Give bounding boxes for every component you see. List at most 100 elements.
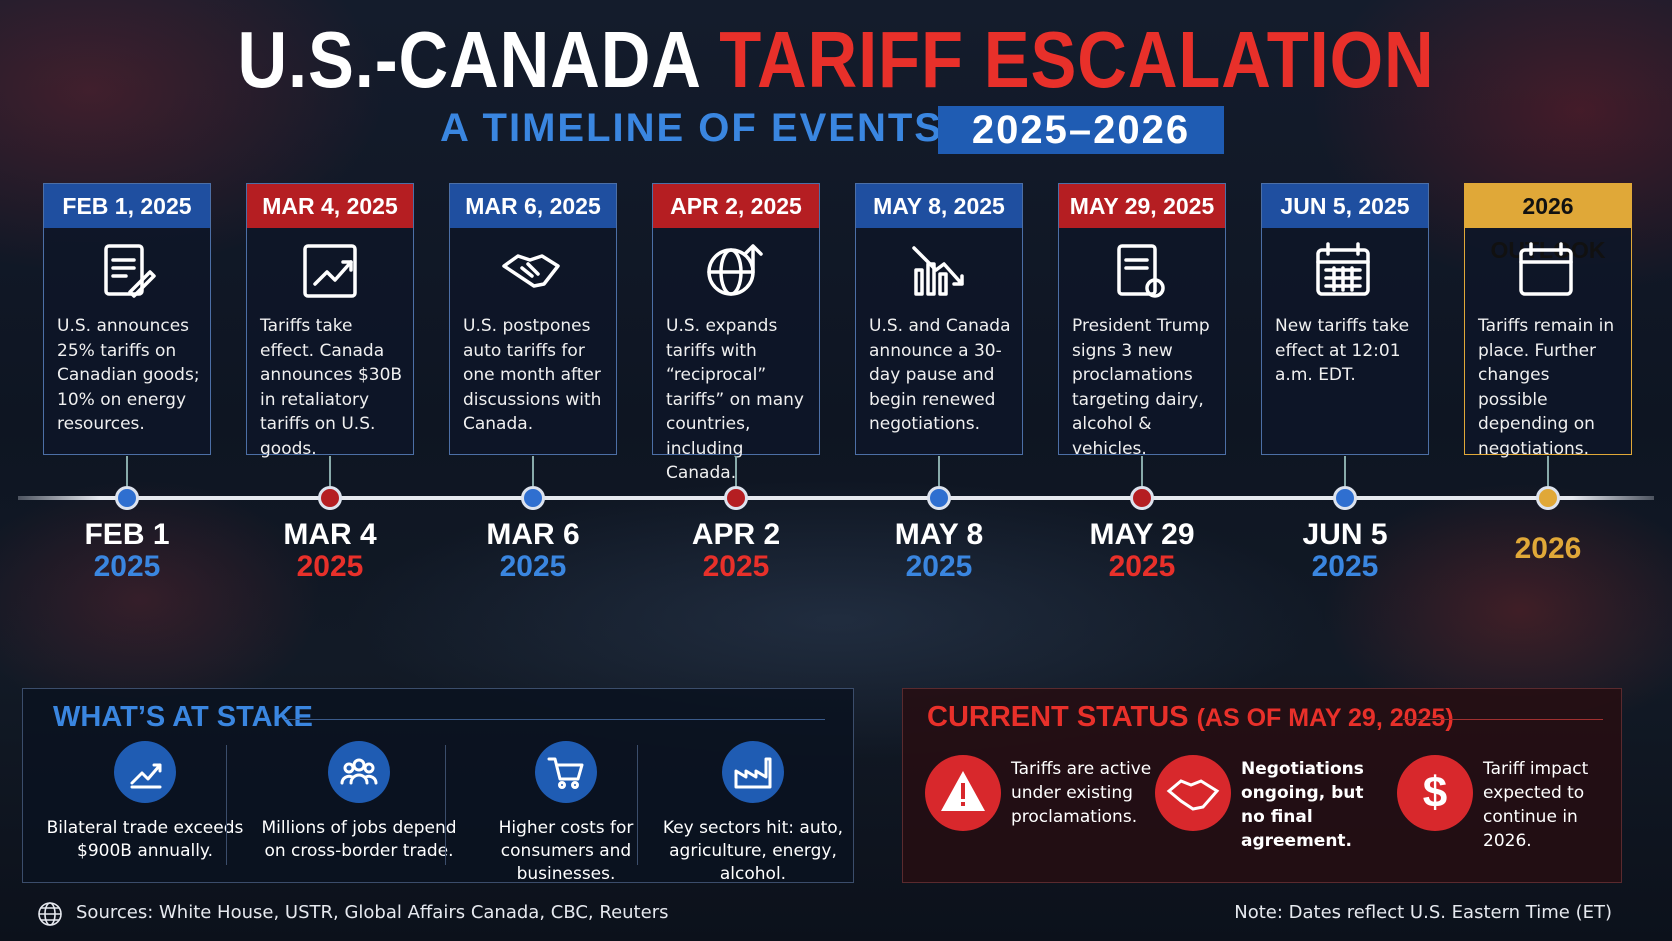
event-card: MAY 29, 2025 President Trump signs 3 new … [1058,183,1226,459]
stem [1344,456,1346,486]
event-card: MAY 8, 2025 U.S. and Canada announce a 30… [855,183,1023,455]
timeline-dot [927,486,951,510]
event-card: MAR 4, 2025 Tariffs take effect. Canada a… [246,183,414,459]
timeline-dot [521,486,545,510]
stem [735,456,737,486]
timeline-dot [1130,486,1154,510]
event-header: MAY 29, 2025 [1059,184,1225,228]
event-text: U.S. expands tariffs with “reciprocal” t… [666,316,804,483]
stem [938,456,940,486]
event-card: APR 2, 2025 U.S. expands tariffs with “re… [652,183,820,483]
event-header: JUN 5, 2025 [1262,184,1428,228]
year-label: 2025 [702,550,770,583]
status-icon [925,755,1001,831]
subtitle: A TIMELINE OF EVENTS [440,106,943,150]
stake-text: Key sectors hit: auto, agriculture, ener… [662,818,844,884]
status-panel: CURRENT STATUS (AS OF MAY 29, 2025) Tari… [902,688,1622,883]
stake-item: Millions of jobs depend on cross-border … [259,741,459,863]
stake-item: Higher costs for consumers and businesse… [466,741,666,886]
sources: Sources: White House, USTR, Global Affai… [76,902,669,923]
separator [445,745,446,865]
event-icon [104,244,156,298]
timeline-axis [18,496,1654,500]
event-text: U.S. announces 25% tariffs on Canadian g… [57,316,200,434]
stake-item: Key sectors hit: auto, agriculture, ener… [653,741,853,886]
year-label: 2025 [1311,550,1379,583]
stake-glyph [547,757,584,789]
event-icon [1117,244,1165,298]
globe-icon [38,902,62,926]
status-text: Tariffs are active under existing procla… [1011,759,1152,827]
stake-glyph [130,763,162,789]
stem [1141,456,1143,486]
stake-item: Bilateral trade exceeds $900B annually. [45,741,245,863]
stem [532,456,534,486]
event-icon [1316,242,1370,296]
event-icon [502,254,560,288]
event-card: MAR 6, 2025 U.S. postpones auto tariffs f… [449,183,617,455]
status-text: Negotiations ongoing, but no final agree… [1241,759,1364,851]
stem [329,456,331,486]
event-icon [707,244,763,296]
stem [1547,456,1549,486]
date-label: JUN 5 [1302,518,1388,551]
status-text: Tariff impact expected to continue in 20… [1483,759,1589,851]
status-icon [1155,755,1231,831]
stake-icon [114,741,176,803]
year-label: 2025 [499,550,567,583]
rule [285,719,825,720]
rule [1403,719,1603,720]
stake-icon [722,741,784,803]
date-label: MAR 4 [283,518,377,551]
stake-glyph [340,758,378,785]
stake-text: Millions of jobs depend on cross-border … [261,818,457,861]
date-label: MAY 8 [894,518,984,551]
svg-text:$: $ [1423,768,1447,817]
timeline-dot [115,486,139,510]
event-icon [303,244,357,298]
date-label: FEB 1 [84,518,170,551]
event-icon [1519,242,1573,296]
stake-title: WHAT’S AT STAKE [53,701,313,733]
event-text: U.S. and Canada announce a 30-day pause … [869,316,1011,434]
event-icon [912,246,964,296]
status-item: Tariffs are active under existing procla… [925,755,1155,835]
event-card: FEB 1, 2025 U.S. announces 25% tariffs on… [43,183,211,455]
date-label: MAY 29 [1089,518,1195,551]
status-heading: CURRENT STATUS [927,701,1189,733]
event-text: Tariffs take effect. Canada announces $3… [260,316,403,459]
year-label: 2025 [1108,550,1176,583]
year-label: 2025 [296,550,364,583]
title-part: U.S.-CANADA [237,15,700,104]
event-header: MAR 6, 2025 [450,184,616,228]
event-text: President Trump signs 3 new proclamation… [1072,316,1210,459]
date-label: APR 2 [691,518,781,551]
stake-text: Bilateral trade exceeds $900B annually. [46,818,244,861]
year-label: 2025 [93,550,161,583]
title: U.S.-CANADA TARIFF ESCALATION [117,14,1555,106]
event-text: Tariffs remain in place. Further changes… [1478,316,1615,459]
event-card: JUN 5, 2025 New tariffs take effect at 12… [1261,183,1429,455]
title-part: TARIFF ESCALATION [719,15,1435,104]
date-label: 2026 [1514,532,1582,565]
event-text: New tariffs take effect at 12:01 a.m. ED… [1275,316,1410,385]
timeline-dot [1536,486,1560,510]
date-label: MAR 6 [486,518,580,551]
separator [637,745,638,865]
timeline-dot [724,486,748,510]
status-glyph: $ [1423,768,1447,817]
event-text: U.S. postpones auto tariffs for one mont… [463,316,602,434]
event-card: 2026 OUTLOOK Tariffs remain in place. Fur… [1464,183,1632,459]
event-header: MAR 4, 2025 [247,184,413,228]
event-header: FEB 1, 2025 [44,184,210,228]
status-glyph [941,771,985,811]
separator [226,745,227,865]
status-item: Negotiations ongoing, but no final agree… [1155,755,1385,851]
stake-icon [328,741,390,803]
year-label: 2025 [905,550,973,583]
note: Note: Dates reflect U.S. Eastern Time (E… [1234,902,1612,923]
timeline-dot [1333,486,1357,510]
status-item: $ Tariff impact expected to continue in 2… [1397,755,1627,851]
stake-glyph [734,757,772,789]
